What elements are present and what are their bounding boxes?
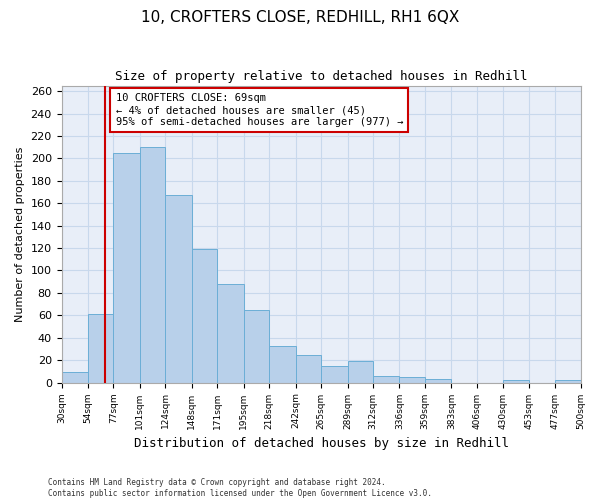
- Bar: [113, 153, 140, 382]
- Bar: [244, 310, 269, 382]
- Text: Contains HM Land Registry data © Crown copyright and database right 2024.
Contai: Contains HM Land Registry data © Crown c…: [48, 478, 432, 498]
- Text: 10, CROFTERS CLOSE, REDHILL, RH1 6QX: 10, CROFTERS CLOSE, REDHILL, RH1 6QX: [141, 10, 459, 25]
- Bar: [217, 284, 244, 382]
- Bar: [166, 196, 192, 382]
- Text: 10 CROFTERS CLOSE: 69sqm
← 4% of detached houses are smaller (45)
95% of semi-de: 10 CROFTERS CLOSE: 69sqm ← 4% of detache…: [116, 94, 403, 126]
- Bar: [400, 377, 425, 382]
- Bar: [555, 380, 581, 382]
- Bar: [62, 372, 88, 382]
- Bar: [192, 249, 217, 382]
- Title: Size of property relative to detached houses in Redhill: Size of property relative to detached ho…: [115, 70, 527, 83]
- Bar: [321, 366, 347, 382]
- Bar: [88, 314, 113, 382]
- Bar: [140, 147, 166, 382]
- Bar: [373, 376, 400, 382]
- Y-axis label: Number of detached properties: Number of detached properties: [15, 146, 25, 322]
- Bar: [296, 354, 321, 382]
- Bar: [425, 379, 451, 382]
- Bar: [269, 346, 296, 383]
- X-axis label: Distribution of detached houses by size in Redhill: Distribution of detached houses by size …: [134, 437, 509, 450]
- Bar: [347, 362, 373, 382]
- Bar: [503, 380, 529, 382]
